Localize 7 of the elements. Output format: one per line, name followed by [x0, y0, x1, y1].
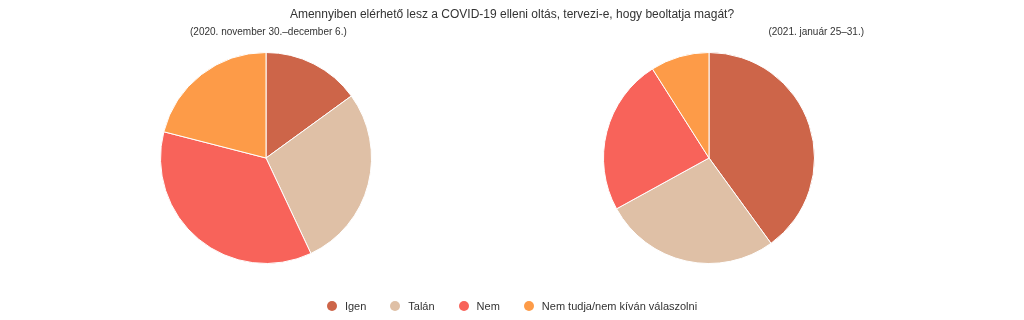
chart-title: Amennyiben elérhető lesz a COVID-19 elleni oltás, tervezi-e, hogy beoltatja magát? — [288, 7, 736, 21]
legend-label: Igen — [344, 300, 367, 312]
legend-label: Nem tudja/nem kíván válaszolni — [541, 300, 698, 312]
slice-label: (2021. január 25–31.) — [768, 26, 864, 37]
slice-label: (2020. november 30.–december 6.) — [190, 26, 347, 37]
legend-label: Talán — [408, 300, 435, 312]
legend-label: Nem — [476, 300, 500, 312]
